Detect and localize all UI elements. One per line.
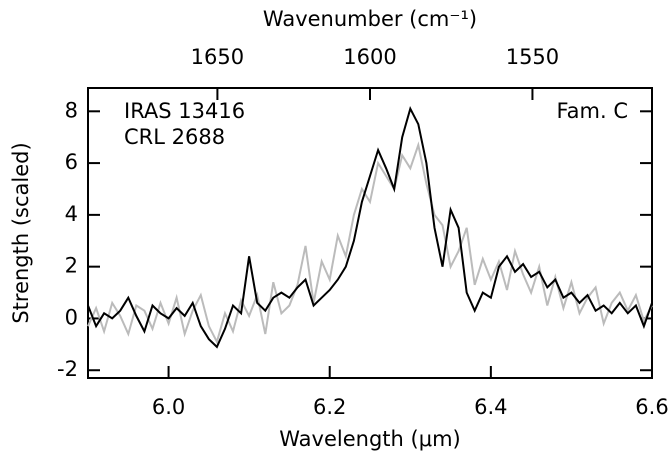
x-tick-label: 6.2 [313,395,346,419]
x-tick-label: 6.6 [635,395,668,419]
x2-tick-label: 1600 [343,45,396,69]
annotation: Fam. C [557,99,629,123]
x-axis-label: Wavelength (μm) [279,427,460,451]
y-axis-label: Strength (scaled) [9,142,33,323]
y-tick-label: -2 [57,357,78,381]
y-tick-label: 6 [65,150,78,174]
y-tick-label: 8 [65,98,78,122]
x-tick-label: 6.0 [152,395,185,419]
x2-tick-label: 1650 [191,45,244,69]
x2-tick-label: 1550 [506,45,559,69]
y-tick-label: 4 [65,202,78,226]
x2-axis-label: Wavenumber (cm⁻¹) [263,7,477,31]
x-tick-label: 6.4 [474,395,507,419]
legend-label: CRL 2688 [124,125,225,149]
y-tick-label: 2 [65,254,78,278]
legend-label: IRAS 13416 [124,99,245,123]
y-tick-label: 0 [65,305,78,329]
series-line [87,105,653,349]
